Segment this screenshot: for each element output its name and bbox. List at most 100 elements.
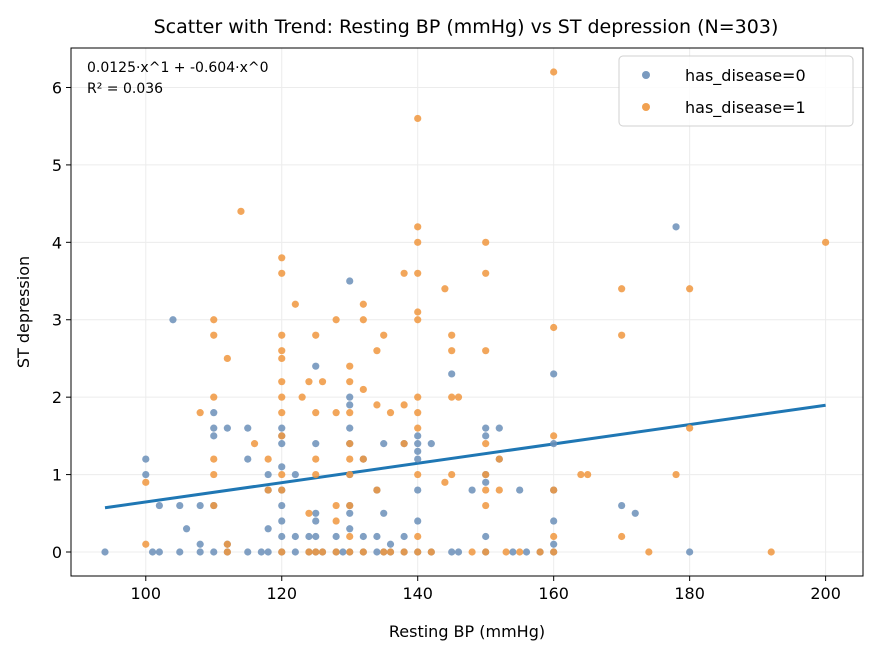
data-point [550,532,558,541]
data-point [550,440,558,448]
data-point [278,347,286,355]
data-point [264,525,272,533]
data-point [291,470,299,479]
data-point [278,424,286,432]
data-point [482,501,490,510]
data-point [414,432,422,440]
data-point [346,548,354,556]
data-point [250,440,259,448]
fit-equation-annotation: 0.0125·x^1 + -0.604·x^0 [87,60,269,76]
data-point [414,316,422,324]
r-squared-annotation: R² = 0.036 [87,81,163,97]
data-point [414,269,422,277]
y-tick-label: 2 [52,388,62,407]
data-point [482,486,490,494]
data-point [210,455,218,463]
data-point [414,393,422,401]
data-point [223,540,231,548]
data-point [448,393,456,401]
data-point [278,432,286,440]
data-point [509,548,517,556]
legend-box [618,55,854,127]
data-point [142,455,150,463]
data-point [278,532,286,541]
data-point [672,470,680,479]
data-point [346,362,354,370]
data-point [618,532,626,541]
data-point [210,424,218,432]
data-point [550,432,558,440]
data-point [312,440,320,448]
data-point [278,254,286,262]
data-point [176,548,184,556]
data-point [291,548,299,556]
data-point [495,486,503,494]
data-point [427,440,435,448]
data-point [414,447,422,455]
data-point [550,517,558,525]
data-point [244,455,252,463]
y-tick-label: 1 [52,466,62,485]
data-point [631,509,639,517]
data-point [482,548,490,556]
data-point [495,424,503,432]
legend-label-has-disease-0: has_disease=0 [685,66,806,86]
x-tick-label: 100 [131,584,162,603]
data-point [278,517,286,525]
data-point [550,68,558,76]
data-point [346,532,354,541]
data-point [767,548,775,556]
data-point [373,347,381,355]
data-point [822,238,830,246]
data-point [346,277,354,285]
data-point [359,300,367,308]
data-point [536,548,544,556]
data-point [291,300,299,308]
data-point [332,517,340,525]
data-point [264,486,272,494]
data-point [359,548,367,556]
x-tick-label: 180 [674,584,705,603]
y-tick-label: 4 [52,233,62,252]
data-point [346,470,354,479]
data-point [210,316,218,324]
data-point [427,548,435,556]
data-point [196,540,204,548]
data-point [278,331,286,339]
data-point [142,478,150,486]
data-point [468,486,476,494]
data-point [318,378,327,386]
data-point [332,316,340,324]
data-point [482,470,490,479]
data-point [332,548,340,556]
data-point [454,393,463,401]
series-has-disease-1 [142,68,830,556]
y-tick-label: 0 [52,543,62,562]
data-point [400,440,408,448]
data-point [584,470,592,479]
data-point [305,548,313,556]
data-point [414,455,422,463]
data-point [210,409,218,417]
data-point [482,424,490,432]
data-point [312,470,320,479]
data-point [400,532,408,541]
data-point [312,409,320,417]
legend-marker-has-disease-0 [642,71,650,79]
data-point [278,409,286,417]
data-point [332,409,340,417]
x-axis-label: Resting BP (mmHg) [389,622,545,641]
data-point [278,463,286,471]
data-point [318,548,327,556]
data-point [312,532,320,541]
data-point [441,478,449,486]
data-point [414,114,422,123]
legend-label-has-disease-1: has_disease=1 [685,98,806,118]
data-point [332,501,340,510]
data-point [522,548,531,556]
data-point [359,455,367,463]
data-point [291,532,299,541]
data-point [386,409,395,417]
data-point [414,409,422,417]
data-point [448,347,456,355]
